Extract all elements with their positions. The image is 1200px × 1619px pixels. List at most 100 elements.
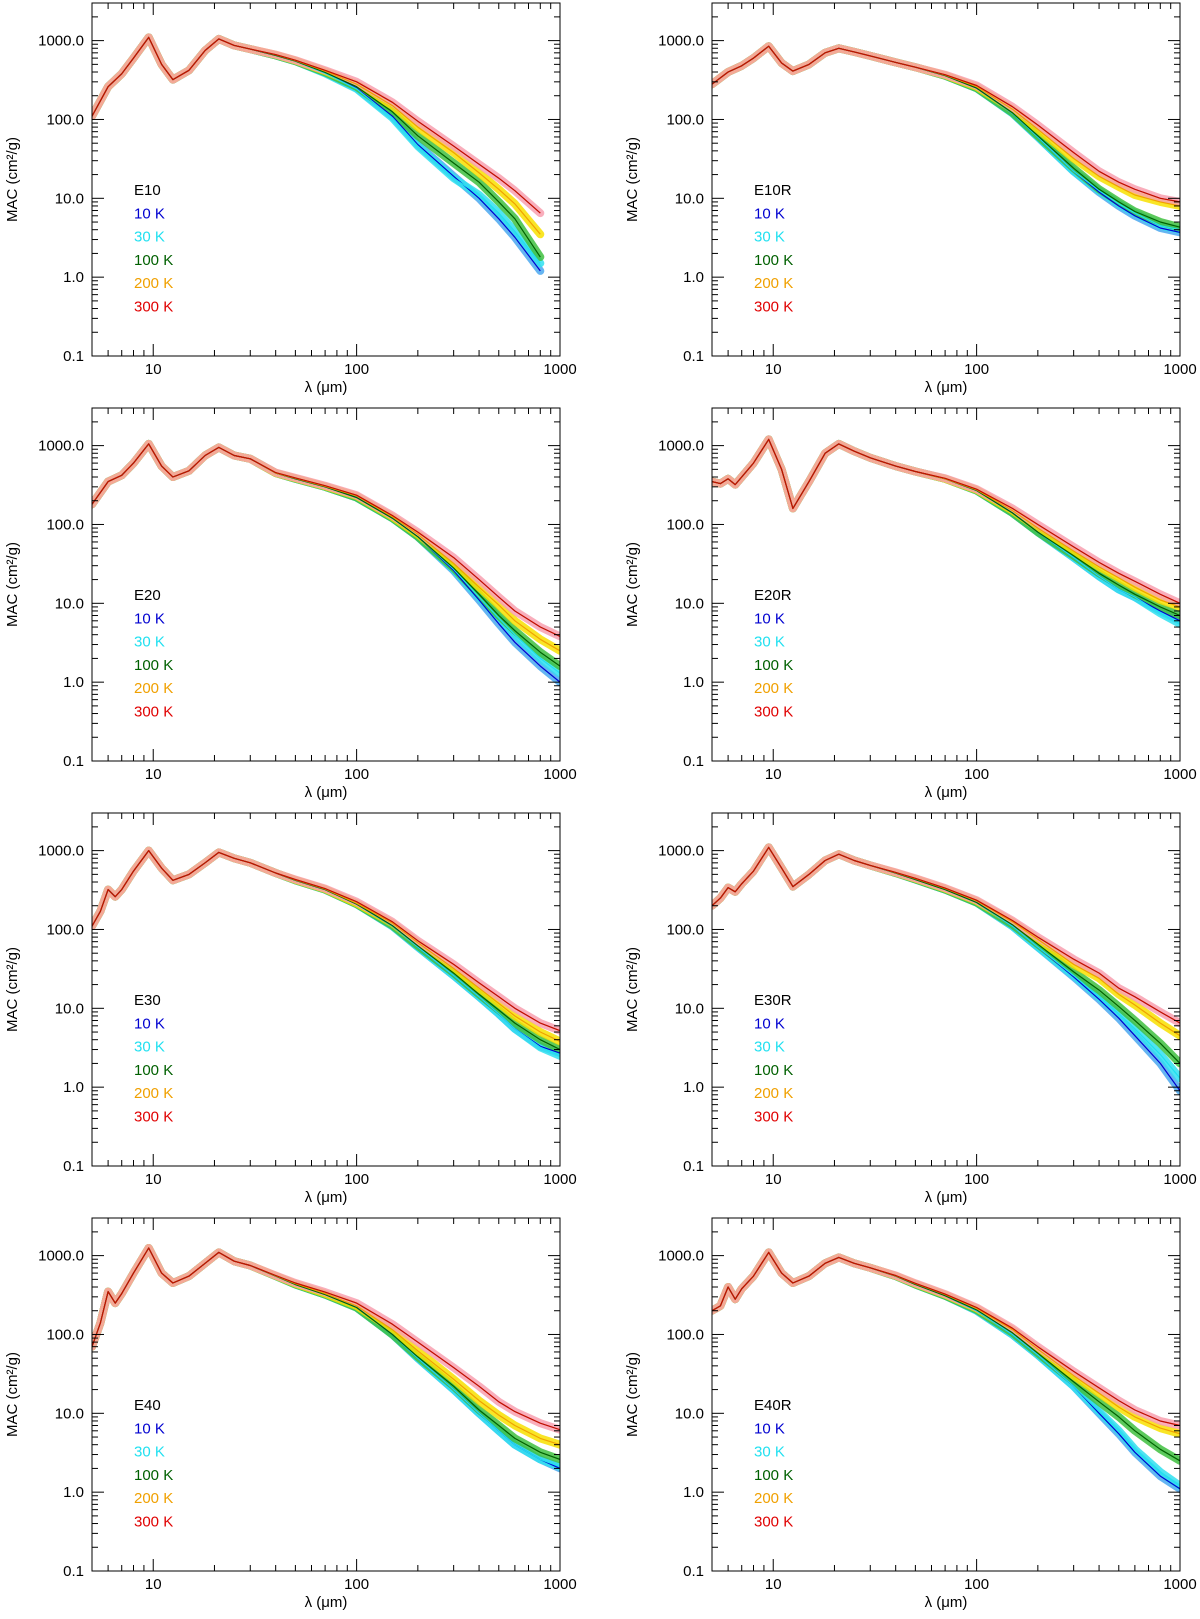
x-tick-label: 100 bbox=[964, 361, 989, 378]
legend-entry-100k: 100 K bbox=[754, 1467, 793, 1484]
y-tick-label: 1.0 bbox=[683, 1484, 704, 1501]
legend-entry-200k: 200 K bbox=[134, 1085, 173, 1102]
data-layer bbox=[712, 843, 1180, 1095]
y-tick-label: 0.1 bbox=[63, 1158, 84, 1175]
plot-frame bbox=[91, 1217, 561, 1572]
y-tick-label: 1.0 bbox=[683, 1079, 704, 1096]
x-tick-label: 100 bbox=[964, 766, 989, 783]
legend-entry-300k: 300 K bbox=[754, 1514, 793, 1531]
series-line-200k bbox=[92, 850, 560, 1042]
chart-panel-e30r: 10 100 1000 1000.0 100.0 10.0 1.0 0.1 λ (μm) MAC … bbox=[624, 812, 1197, 1206]
y-tick-label: 1.0 bbox=[63, 1484, 84, 1501]
legend-entry-300k: 300 K bbox=[754, 1109, 793, 1126]
y-tick-label: 1000.0 bbox=[658, 1248, 704, 1265]
plot-frame bbox=[91, 2, 561, 357]
y-axis-title: MAC (cm²/g) bbox=[4, 542, 21, 627]
legend-entry-10k: 10 K bbox=[134, 1015, 165, 1032]
legend-title: E40R bbox=[754, 1397, 792, 1414]
legend-title: E30 bbox=[134, 992, 161, 1009]
y-tick-label: 10.0 bbox=[55, 190, 84, 207]
y-tick-label: 1.0 bbox=[63, 1079, 84, 1096]
legend-entry-30k: 30 K bbox=[754, 1039, 785, 1056]
x-tick-label: 10 bbox=[145, 1171, 162, 1188]
data-layer bbox=[712, 42, 1180, 237]
y-axis-title: MAC (cm²/g) bbox=[4, 947, 21, 1032]
y-tick-label: 1000.0 bbox=[38, 33, 84, 50]
legend-entry-200k: 200 K bbox=[754, 1490, 793, 1507]
x-tick-label: 1000 bbox=[1163, 766, 1196, 783]
y-tick-label: 100.0 bbox=[666, 1326, 704, 1343]
plot-frame bbox=[91, 812, 561, 1167]
x-tick-label: 10 bbox=[145, 1576, 162, 1593]
legend-title: E10R bbox=[754, 182, 792, 199]
x-axis-title: λ (μm) bbox=[925, 784, 968, 801]
legend-entry-30k: 30 K bbox=[754, 229, 785, 246]
data-layer bbox=[92, 439, 560, 687]
legend-entry-100k: 100 K bbox=[754, 1062, 793, 1079]
x-axis-title: λ (μm) bbox=[925, 379, 968, 396]
y-tick-label: 10.0 bbox=[675, 190, 704, 207]
y-tick-label: 0.1 bbox=[683, 1158, 704, 1175]
legend-entry-100k: 100 K bbox=[134, 252, 173, 269]
legend-title: E10 bbox=[134, 182, 161, 199]
plot-frame bbox=[91, 407, 561, 762]
x-tick-label: 1000 bbox=[543, 1171, 576, 1188]
plot-frame bbox=[711, 407, 1181, 762]
y-tick-label: 0.1 bbox=[63, 348, 84, 365]
chart-panel-e10r: 10 100 1000 1000.0 100.0 10.0 1.0 0.1 λ (μm) MAC … bbox=[624, 2, 1197, 396]
y-tick-label: 10.0 bbox=[675, 595, 704, 612]
y-axis-title: MAC (cm²/g) bbox=[624, 542, 641, 627]
plot-frame bbox=[711, 2, 1181, 357]
legend-entry-300k: 300 K bbox=[134, 1109, 173, 1126]
x-tick-label: 100 bbox=[344, 1171, 369, 1188]
legend-entry-100k: 100 K bbox=[134, 657, 173, 674]
legend-entry-200k: 200 K bbox=[134, 680, 173, 697]
y-tick-label: 1.0 bbox=[63, 674, 84, 691]
y-axis-title: MAC (cm²/g) bbox=[624, 947, 641, 1032]
y-tick-label: 1.0 bbox=[683, 674, 704, 691]
chart-panel-e20: 10 100 1000 1000.0 100.0 10.0 1.0 0.1 λ (μm) MAC … bbox=[4, 407, 577, 801]
legend-entry-10k: 10 K bbox=[754, 205, 785, 222]
y-axis-title: MAC (cm²/g) bbox=[624, 137, 641, 222]
legend-entry-10k: 10 K bbox=[754, 1015, 785, 1032]
legend-entry-100k: 100 K bbox=[754, 252, 793, 269]
y-tick-label: 1000.0 bbox=[38, 843, 84, 860]
x-axis-title: λ (μm) bbox=[925, 1189, 968, 1206]
legend-entry-30k: 30 K bbox=[754, 1444, 785, 1461]
chart-panel-e30: 10 100 1000 1000.0 100.0 10.0 1.0 0.1 λ (μm) MAC … bbox=[4, 812, 577, 1206]
x-tick-label: 10 bbox=[765, 361, 782, 378]
x-tick-label: 100 bbox=[964, 1171, 989, 1188]
y-tick-label: 0.1 bbox=[683, 348, 704, 365]
y-tick-label: 10.0 bbox=[55, 595, 84, 612]
data-layer bbox=[92, 33, 545, 275]
y-tick-label: 1.0 bbox=[683, 269, 704, 286]
legend-entry-200k: 200 K bbox=[134, 275, 173, 292]
x-tick-label: 100 bbox=[344, 766, 369, 783]
legend-title: E20 bbox=[134, 587, 161, 604]
data-layer bbox=[92, 846, 560, 1060]
series-core-line bbox=[712, 846, 1180, 1024]
y-axis-title: MAC (cm²/g) bbox=[4, 137, 21, 222]
x-tick-label: 1000 bbox=[543, 766, 576, 783]
x-tick-label: 10 bbox=[145, 766, 162, 783]
y-tick-label: 1000.0 bbox=[658, 438, 704, 455]
y-tick-label: 1000.0 bbox=[38, 438, 84, 455]
legend-entry-200k: 200 K bbox=[754, 680, 793, 697]
y-tick-label: 100.0 bbox=[46, 111, 84, 128]
x-tick-label: 100 bbox=[344, 361, 369, 378]
x-axis-title: λ (μm) bbox=[305, 784, 348, 801]
legend-entry-300k: 300 K bbox=[134, 704, 173, 721]
series-core-line bbox=[92, 1246, 560, 1431]
legend-entry-30k: 30 K bbox=[134, 634, 165, 651]
y-tick-label: 0.1 bbox=[63, 753, 84, 770]
x-tick-label: 100 bbox=[964, 1576, 989, 1593]
plot-frame bbox=[711, 1217, 1181, 1572]
legend-entry-100k: 100 K bbox=[134, 1467, 173, 1484]
legend-title: E40 bbox=[134, 1397, 161, 1414]
x-tick-label: 10 bbox=[765, 1576, 782, 1593]
legend-entry-30k: 30 K bbox=[754, 634, 785, 651]
legend-entry-10k: 10 K bbox=[754, 610, 785, 627]
legend-entry-200k: 200 K bbox=[134, 1490, 173, 1507]
legend-entry-10k: 10 K bbox=[134, 1420, 165, 1437]
